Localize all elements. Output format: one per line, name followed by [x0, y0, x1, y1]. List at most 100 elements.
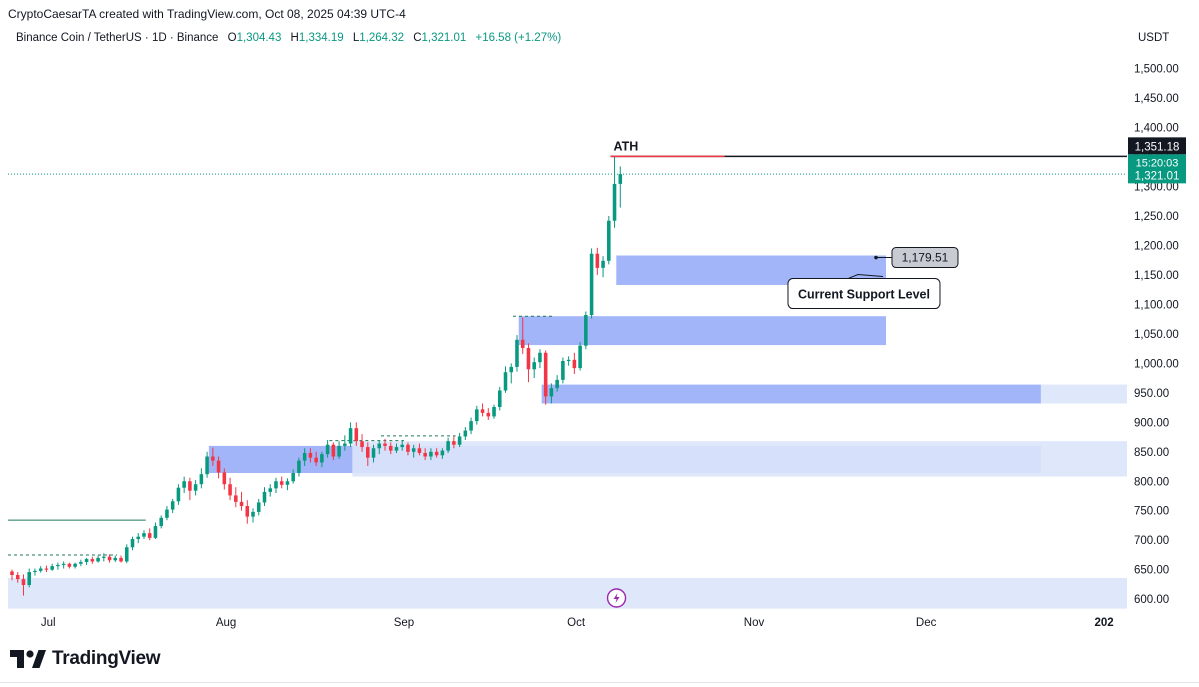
candle	[33, 568, 37, 576]
candle-body	[411, 448, 416, 452]
candle-body	[320, 454, 324, 463]
candle-body	[486, 412, 491, 417]
candle	[320, 451, 324, 468]
candle	[411, 444, 416, 458]
candle	[216, 456, 221, 479]
candle	[343, 435, 347, 451]
candle	[406, 442, 410, 456]
candle-body	[543, 352, 548, 397]
price-tick-label: 800.00	[1134, 476, 1169, 488]
candle-body	[589, 253, 594, 316]
candle	[538, 349, 542, 369]
candle	[532, 357, 536, 379]
candle	[325, 440, 330, 458]
candle	[297, 457, 301, 477]
candle-body	[526, 348, 531, 370]
time-axis[interactable]: Jul Aug Sep Oct Nov Dec 202	[41, 617, 1114, 629]
candle-body	[73, 563, 77, 567]
candle-body	[279, 481, 284, 485]
time-tick-label: Oct	[567, 617, 586, 629]
tradingview-logo-icon	[10, 650, 46, 668]
candle	[601, 256, 605, 278]
ath-price-tag-text: 1,351.18	[1135, 141, 1180, 153]
candle	[262, 487, 267, 507]
candle-body	[285, 481, 290, 485]
candle-body	[584, 315, 588, 346]
candle-body	[446, 441, 450, 451]
candle	[446, 437, 450, 453]
candle	[193, 480, 198, 496]
support-callout	[787, 278, 941, 310]
candle-body	[239, 501, 244, 507]
support-zone	[1040, 384, 1127, 404]
price-tick-label: 1,400.00	[1134, 123, 1179, 135]
candle	[337, 441, 341, 459]
candle-body	[119, 557, 123, 562]
lightning-icon	[613, 593, 620, 603]
candle-body	[607, 220, 611, 261]
overlay-layer: ATH 1,179.51 Current Support Level	[606, 139, 1127, 608]
price-tick-label: 1,150.00	[1134, 270, 1179, 282]
candle-body	[188, 481, 192, 491]
callout-pointer	[847, 274, 884, 280]
support-zone	[352, 441, 1127, 477]
candle-body	[618, 174, 623, 184]
candle	[113, 555, 118, 563]
candle	[555, 375, 559, 392]
candle-body	[84, 559, 89, 563]
candle-body	[515, 339, 519, 367]
price-tick-label: 850.00	[1134, 447, 1169, 459]
candle-body	[124, 547, 129, 562]
candle-body	[297, 460, 301, 474]
candle	[79, 559, 83, 567]
symbol-name[interactable]: Binance Coin / TetherUS · 1D · Binance	[16, 32, 219, 44]
time-tick-label: Jul	[41, 617, 56, 629]
candle	[182, 476, 186, 494]
price-tick-label: 1,500.00	[1134, 64, 1179, 76]
candle	[142, 530, 146, 540]
candle-body	[193, 484, 198, 491]
candle	[15, 572, 20, 583]
candle	[228, 477, 232, 501]
price-tick-label: 650.00	[1134, 565, 1169, 577]
price-chart[interactable]: ATH 1,179.51 Current Support Level 1,500.0…	[0, 0, 1199, 640]
price-axis[interactable]: 1,500.001,450.001,400.001,350.001,300.00…	[1128, 64, 1186, 607]
candle	[526, 343, 531, 383]
candle	[377, 440, 382, 455]
candle-body	[170, 501, 175, 510]
candle-body	[566, 359, 571, 362]
candle-body	[222, 472, 227, 485]
candle	[578, 342, 582, 371]
candle	[136, 533, 141, 544]
candle-body	[503, 372, 508, 391]
candle	[285, 478, 290, 491]
candle-body	[216, 460, 221, 473]
candle	[256, 498, 261, 516]
candle-body	[440, 450, 445, 456]
quote-unit[interactable]: USDT	[1138, 32, 1170, 44]
candle	[475, 405, 479, 425]
candle	[452, 436, 456, 449]
candle-body	[228, 484, 232, 496]
tradingview-branding[interactable]: TradingView	[10, 648, 161, 670]
candle-body	[497, 390, 502, 407]
candle-body	[182, 481, 186, 488]
candle-body	[532, 362, 536, 370]
candle	[503, 366, 508, 393]
low-value: 1,264.32	[359, 32, 404, 44]
low-label: L	[352, 32, 360, 44]
candle	[388, 442, 393, 455]
candle	[10, 569, 14, 581]
close-value: 1,321.01	[421, 32, 467, 44]
price-tick-label: 1,200.00	[1134, 240, 1179, 252]
candle-body	[211, 456, 215, 461]
candle-body	[377, 443, 382, 449]
support-zone	[518, 316, 886, 346]
candle	[543, 350, 548, 405]
support-zone	[541, 384, 1041, 404]
candle	[480, 403, 485, 417]
candle	[44, 565, 49, 573]
candle	[222, 468, 227, 490]
candle-body	[205, 456, 209, 475]
time-tick-label: 202	[1094, 617, 1113, 629]
